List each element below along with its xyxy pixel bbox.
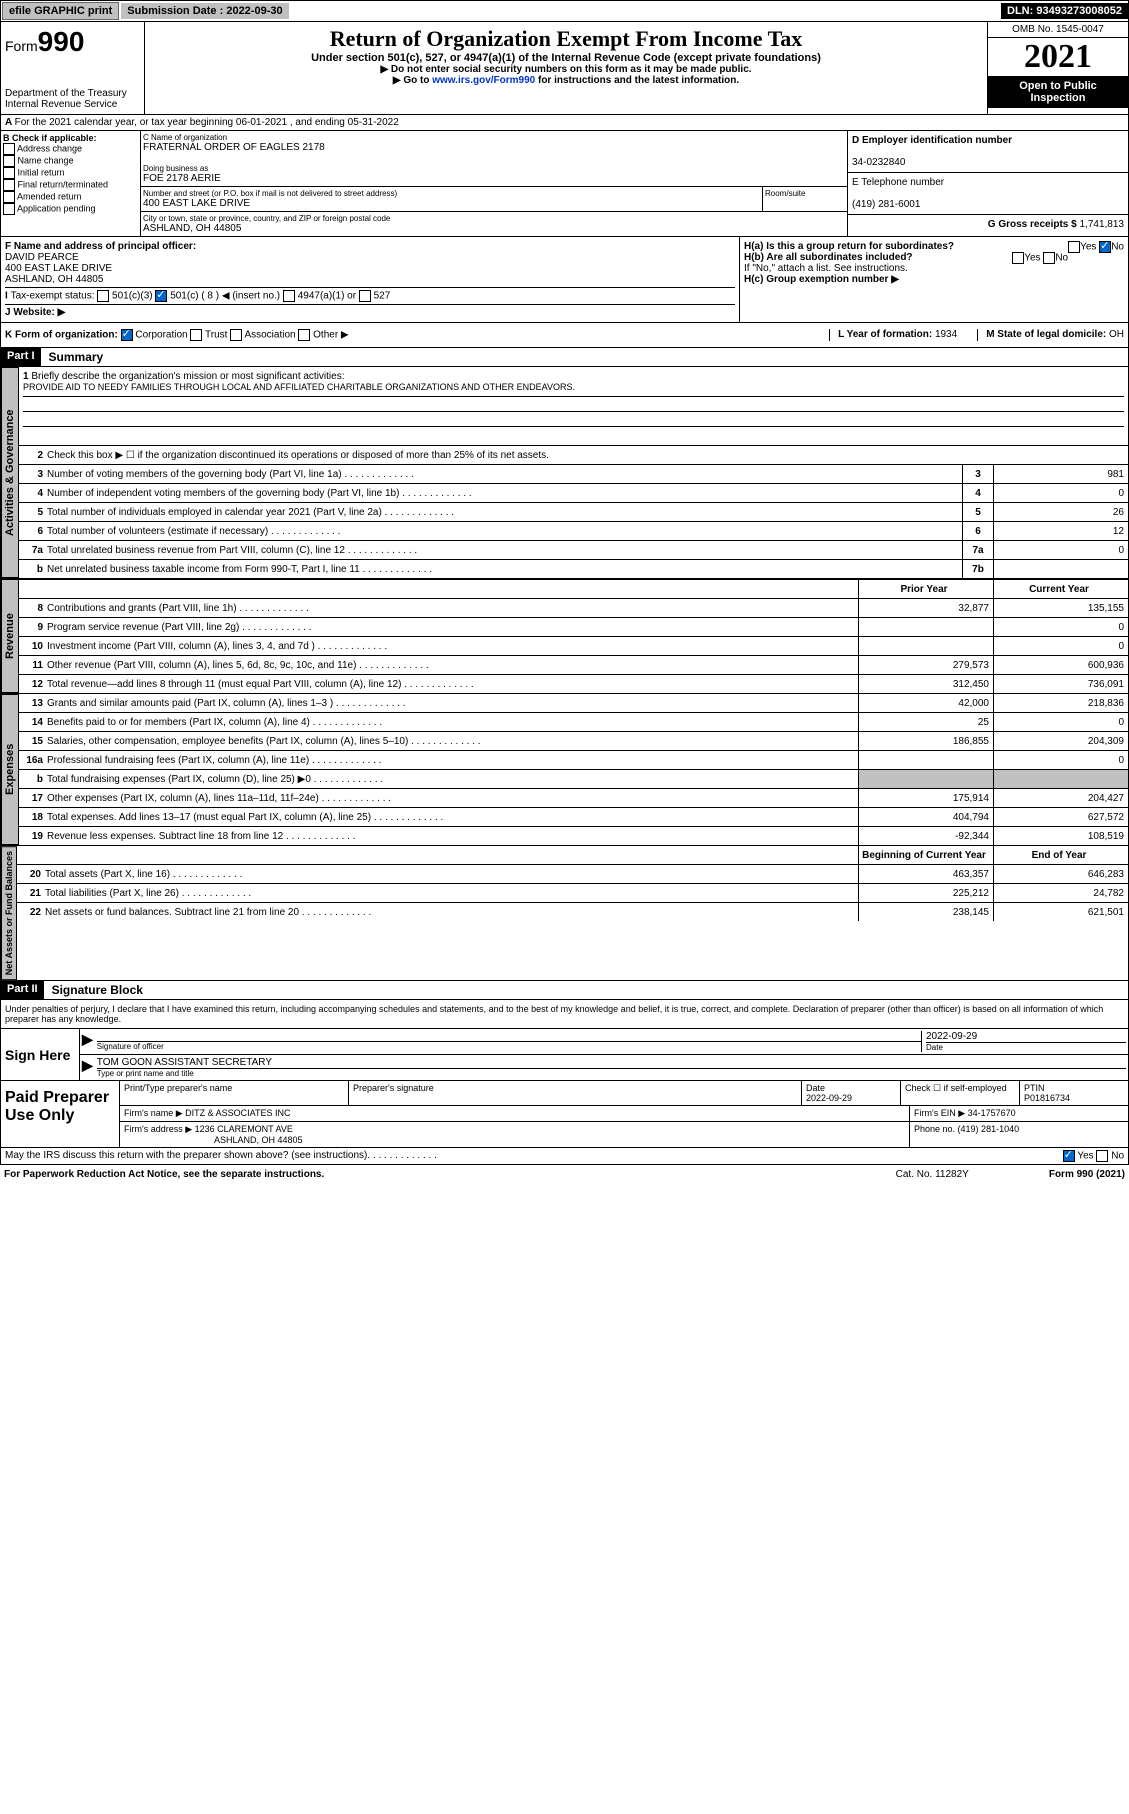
header-left: Form990 Department of the Treasury Inter…	[1, 22, 145, 114]
state-domicile: OH	[1109, 329, 1124, 340]
header-right: OMB No. 1545-0047 2021 Open to Public In…	[987, 22, 1128, 114]
table-row: 4Number of independent voting members of…	[19, 484, 1128, 503]
table-row: 17Other expenses (Part IX, column (A), l…	[19, 789, 1128, 808]
firm-phone: (419) 281-1040	[958, 1124, 1020, 1134]
city-state-zip: ASHLAND, OH 44805	[143, 223, 845, 234]
signer-name: TOM GOON ASSISTANT SECRETARY	[97, 1057, 272, 1068]
checkbox-item[interactable]: Final return/terminated	[3, 179, 138, 191]
vtab-revenue: Revenue	[1, 579, 19, 693]
sign-arrow-icon: ▶	[82, 1057, 93, 1078]
section-f-through-j: F Name and address of principal officer:…	[0, 237, 1129, 323]
row-k: K Form of organization: Corporation Trus…	[0, 323, 1129, 348]
top-bar: efile GRAPHIC print Submission Date : 20…	[0, 0, 1129, 22]
firm-name: DITZ & ASSOCIATES INC	[185, 1108, 290, 1118]
year-formation: 1934	[935, 329, 957, 340]
table-row: 11Other revenue (Part VIII, column (A), …	[19, 656, 1128, 675]
checkboxes-b: B Check if applicable: Address change Na…	[1, 131, 141, 236]
table-row: 18Total expenses. Add lines 13–17 (must …	[19, 808, 1128, 827]
part1-header: Part I Summary	[0, 348, 1129, 367]
phone: (419) 281-6001	[852, 199, 920, 210]
dln: DLN: 93493273008052	[1001, 3, 1128, 19]
vtab-expenses: Expenses	[1, 694, 19, 845]
part2-header: Part II Signature Block	[0, 981, 1129, 1000]
corp-checkbox[interactable]	[121, 329, 133, 341]
checkbox-item[interactable]: Name change	[3, 155, 138, 167]
checkbox-item[interactable]: Initial return	[3, 167, 138, 179]
declaration: Under penalties of perjury, I declare th…	[0, 1000, 1129, 1029]
mission-text: PROVIDE AID TO NEEDY FAMILIES THROUGH LO…	[23, 382, 1124, 397]
table-row: 16aProfessional fundraising fees (Part I…	[19, 751, 1128, 770]
vtab-governance: Activities & Governance	[1, 367, 19, 578]
table-row: bNet unrelated business taxable income f…	[19, 560, 1128, 578]
header-mid: Return of Organization Exempt From Incom…	[145, 22, 987, 114]
instructions-link[interactable]: www.irs.gov/Form990	[432, 75, 535, 86]
officer-name: DAVID PEARCE	[5, 252, 735, 263]
discuss-row: May the IRS discuss this return with the…	[0, 1148, 1129, 1165]
table-row: 19Revenue less expenses. Subtract line 1…	[19, 827, 1128, 845]
ptin: P01816734	[1024, 1093, 1070, 1103]
table-row: 3Number of voting members of the governi…	[19, 465, 1128, 484]
table-row: bTotal fundraising expenses (Part IX, co…	[19, 770, 1128, 789]
address: 400 EAST LAKE DRIVE	[143, 198, 760, 209]
table-row: 20Total assets (Part X, line 16)463,3576…	[17, 865, 1128, 884]
table-row: 9Program service revenue (Part VIII, lin…	[19, 618, 1128, 637]
firm-ein: 34-1757670	[968, 1108, 1016, 1118]
table-row: 14Benefits paid to or for members (Part …	[19, 713, 1128, 732]
org-name: FRATERNAL ORDER OF EAGLES 2178	[143, 142, 845, 153]
table-row: 13Grants and similar amounts paid (Part …	[19, 694, 1128, 713]
expenses-table: Expenses 13Grants and similar amounts pa…	[0, 694, 1129, 846]
checkbox-item[interactable]: Application pending	[3, 203, 138, 215]
tax-year-row: A For the 2021 calendar year, or tax yea…	[0, 115, 1129, 131]
form-header: Form990 Department of the Treasury Inter…	[0, 22, 1129, 115]
table-row: 22Net assets or fund balances. Subtract …	[17, 903, 1128, 921]
table-row: 21Total liabilities (Part X, line 26)225…	[17, 884, 1128, 903]
form-title: Return of Organization Exempt From Incom…	[149, 26, 983, 52]
gross-receipts: 1,741,813	[1080, 219, 1125, 230]
ein: 34-0232840	[852, 157, 905, 168]
table-row: 10Investment income (Part VIII, column (…	[19, 637, 1128, 656]
section-b-through-g: B Check if applicable: Address change Na…	[0, 131, 1129, 237]
prep-date: 2022-09-29	[806, 1093, 852, 1103]
paid-preparer: Paid Preparer Use Only Print/Type prepar…	[0, 1081, 1129, 1148]
table-row: 6Total number of volunteers (estimate if…	[19, 522, 1128, 541]
table-row: 8Contributions and grants (Part VIII, li…	[19, 599, 1128, 618]
page-footer: For Paperwork Reduction Act Notice, see …	[0, 1165, 1129, 1184]
checkbox-item[interactable]: Address change	[3, 143, 138, 155]
submission-date: Submission Date : 2022-09-30	[121, 3, 288, 19]
sig-date: 2022-09-29	[926, 1031, 977, 1042]
efile-button[interactable]: efile GRAPHIC print	[2, 2, 119, 20]
dba: FOE 2178 AERIE	[143, 173, 845, 184]
table-row: 7aTotal unrelated business revenue from …	[19, 541, 1128, 560]
table-row: 15Salaries, other compensation, employee…	[19, 732, 1128, 751]
group-return-no[interactable]	[1099, 241, 1111, 253]
checkbox-item[interactable]: Amended return	[3, 191, 138, 203]
discuss-yes[interactable]	[1063, 1150, 1075, 1162]
revenue-table: Revenue Prior Year Current Year 8Contrib…	[0, 579, 1129, 694]
501c-checkbox[interactable]	[155, 290, 167, 302]
sign-arrow-icon: ▶	[82, 1031, 93, 1052]
netassets-table: Net Assets or Fund Balances Beginning of…	[0, 846, 1129, 981]
table-row: 5Total number of individuals employed in…	[19, 503, 1128, 522]
governance-table: Activities & Governance 1 Briefly descri…	[0, 367, 1129, 579]
vtab-netassets: Net Assets or Fund Balances	[1, 846, 17, 980]
table-row: 12Total revenue—add lines 8 through 11 (…	[19, 675, 1128, 693]
sign-here: Sign Here ▶ Signature of officer 2022-09…	[0, 1029, 1129, 1081]
firm-addr: 1236 CLAREMONT AVE	[195, 1124, 293, 1134]
